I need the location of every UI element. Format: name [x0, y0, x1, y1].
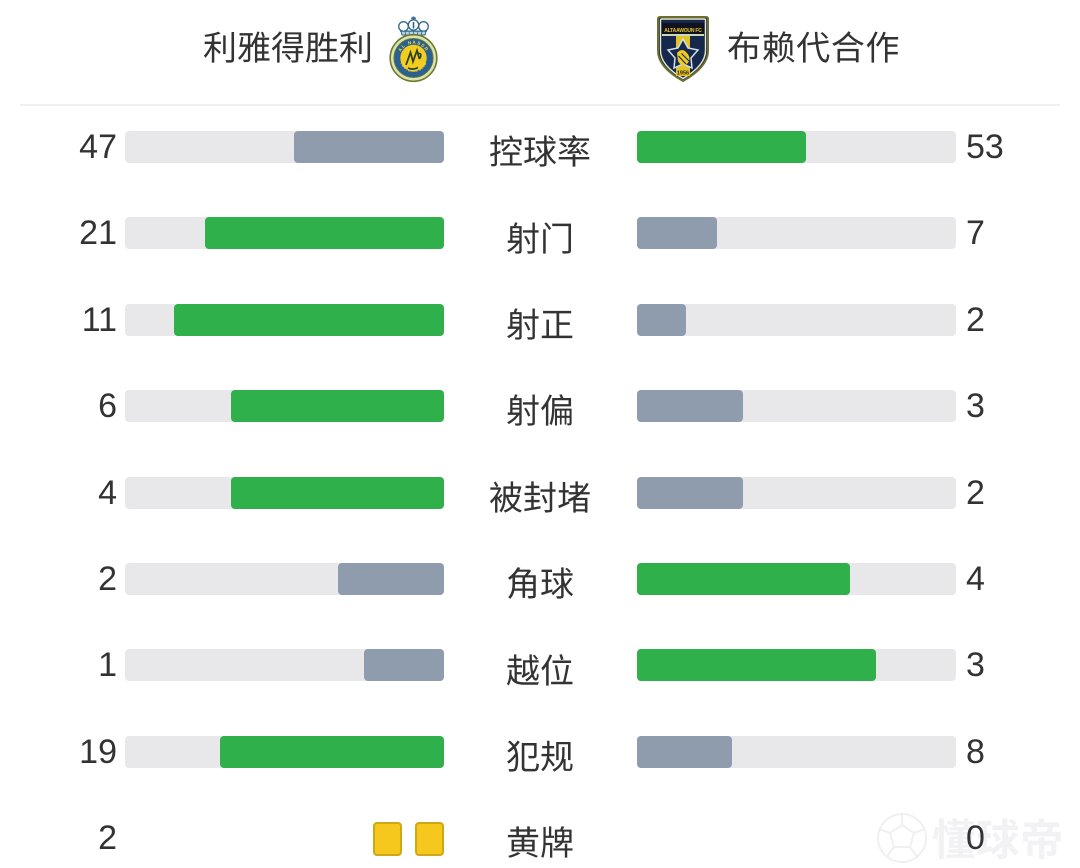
svg-text:ALTAAWOUN FC: ALTAAWOUN FC: [664, 28, 702, 34]
svg-text:1956: 1956: [677, 71, 689, 77]
